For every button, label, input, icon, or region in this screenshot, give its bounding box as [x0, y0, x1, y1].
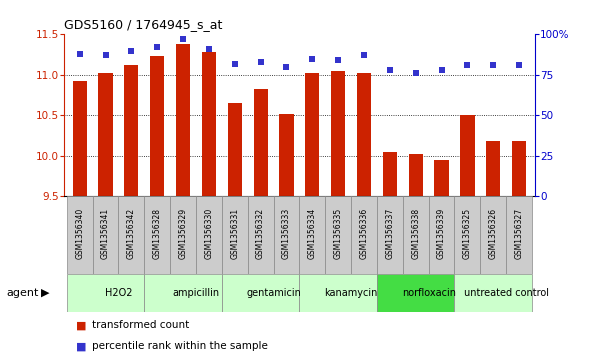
Text: GSM1356333: GSM1356333: [282, 208, 291, 259]
Text: GSM1356331: GSM1356331: [230, 208, 240, 259]
Text: ■: ■: [76, 341, 87, 351]
Text: GSM1356327: GSM1356327: [514, 208, 524, 259]
Text: gentamicin: gentamicin: [246, 288, 301, 298]
Bar: [222, 274, 299, 312]
Bar: [254, 89, 268, 196]
Bar: [144, 196, 170, 274]
Bar: [274, 196, 299, 274]
Bar: [434, 160, 448, 196]
Bar: [351, 196, 377, 274]
Text: GSM1356335: GSM1356335: [334, 208, 343, 259]
Bar: [455, 196, 480, 274]
Text: norfloxacin: norfloxacin: [401, 288, 456, 298]
Bar: [150, 56, 164, 196]
Bar: [93, 196, 119, 274]
Point: [152, 45, 162, 50]
Bar: [73, 81, 87, 196]
Text: GDS5160 / 1764945_s_at: GDS5160 / 1764945_s_at: [64, 18, 222, 31]
Text: GSM1356338: GSM1356338: [411, 208, 420, 259]
Text: percentile rank within the sample: percentile rank within the sample: [92, 341, 268, 351]
Bar: [409, 154, 423, 196]
Bar: [506, 196, 532, 274]
Bar: [124, 65, 139, 196]
Text: agent: agent: [6, 288, 38, 298]
Text: ■: ■: [76, 321, 87, 330]
Bar: [98, 73, 112, 196]
Bar: [247, 196, 274, 274]
Text: GSM1356332: GSM1356332: [256, 208, 265, 259]
Bar: [306, 73, 320, 196]
Bar: [486, 141, 500, 196]
Point: [411, 70, 420, 76]
Bar: [299, 196, 325, 274]
Text: GSM1356330: GSM1356330: [205, 208, 213, 259]
Bar: [279, 114, 293, 196]
Bar: [429, 196, 455, 274]
Point: [307, 56, 317, 62]
Text: ▶: ▶: [41, 288, 49, 298]
Text: GSM1356342: GSM1356342: [127, 208, 136, 259]
Text: GSM1356325: GSM1356325: [463, 208, 472, 259]
Text: GSM1356326: GSM1356326: [489, 208, 498, 259]
Point: [488, 62, 498, 68]
Bar: [222, 196, 247, 274]
Point: [514, 62, 524, 68]
Text: kanamycin: kanamycin: [324, 288, 378, 298]
Bar: [331, 71, 345, 196]
Bar: [357, 73, 371, 196]
Bar: [455, 274, 532, 312]
Point: [359, 53, 369, 58]
Text: GSM1356341: GSM1356341: [101, 208, 110, 259]
Bar: [377, 196, 403, 274]
Bar: [119, 196, 144, 274]
Text: GSM1356336: GSM1356336: [359, 208, 368, 259]
Point: [126, 48, 136, 54]
Text: transformed count: transformed count: [92, 321, 189, 330]
Text: GSM1356328: GSM1356328: [153, 208, 162, 259]
Bar: [67, 196, 93, 274]
Point: [463, 62, 472, 68]
Bar: [403, 196, 429, 274]
Bar: [202, 52, 216, 196]
Text: GSM1356334: GSM1356334: [308, 208, 317, 259]
Bar: [170, 196, 196, 274]
Point: [204, 46, 214, 52]
Text: untreated control: untreated control: [464, 288, 549, 298]
Bar: [67, 274, 144, 312]
Bar: [480, 196, 506, 274]
Point: [101, 53, 111, 58]
Point: [75, 51, 84, 57]
Bar: [228, 103, 242, 196]
Text: GSM1356339: GSM1356339: [437, 208, 446, 259]
Bar: [144, 274, 222, 312]
Text: H2O2: H2O2: [104, 288, 132, 298]
Text: GSM1356329: GSM1356329: [178, 208, 188, 259]
Bar: [377, 274, 455, 312]
Bar: [299, 274, 377, 312]
Bar: [176, 44, 190, 196]
Point: [437, 67, 447, 73]
Text: GSM1356337: GSM1356337: [386, 208, 394, 259]
Point: [282, 64, 291, 70]
Point: [385, 67, 395, 73]
Point: [333, 57, 343, 63]
Bar: [325, 196, 351, 274]
Point: [256, 59, 266, 65]
Point: [178, 36, 188, 42]
Bar: [512, 141, 526, 196]
Text: ampicillin: ampicillin: [172, 288, 219, 298]
Bar: [382, 152, 397, 196]
Bar: [460, 115, 475, 196]
Text: GSM1356340: GSM1356340: [75, 208, 84, 259]
Bar: [196, 196, 222, 274]
Point: [230, 61, 240, 66]
